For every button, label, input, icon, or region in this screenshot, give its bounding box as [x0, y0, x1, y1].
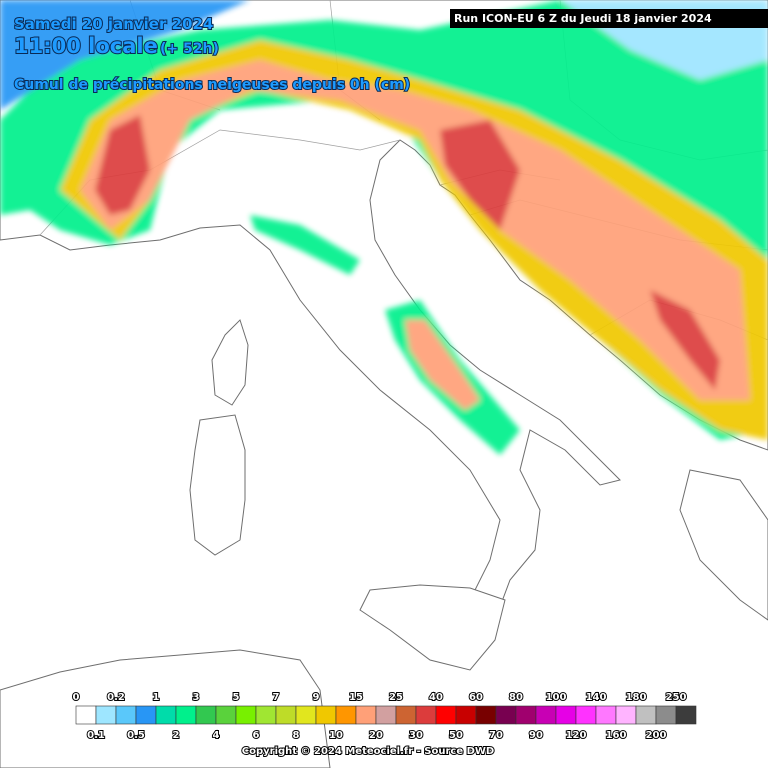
legend-swatch	[255, 705, 277, 725]
legend-swatch	[335, 705, 357, 725]
legend-swatch	[155, 705, 177, 725]
legend-label: 2	[173, 730, 180, 741]
legend: 0 0.1 0.2 0.5 1 2 3 4 5 6 7 8 9 10 15 20 25 30 40 50 60 70 80 9…	[72, 691, 697, 742]
legend-swatch	[135, 705, 157, 725]
legend-label: 3	[193, 692, 200, 703]
legend-label: 0.5	[127, 730, 145, 741]
legend-swatch	[355, 705, 377, 725]
legend-swatch	[235, 705, 257, 725]
sardinia	[189, 414, 246, 556]
legend-label: 60	[469, 692, 483, 703]
corsica	[211, 319, 249, 406]
legend-swatch	[415, 705, 437, 725]
legend-swatch	[635, 705, 657, 725]
forecast-date: Samedi 20 janvier 2024	[14, 15, 213, 33]
lead-time: (+ 52h)	[160, 41, 219, 57]
legend-label: 20	[369, 730, 383, 741]
legend-swatch	[495, 705, 517, 725]
legend-swatch	[315, 705, 337, 725]
legend-label: 6	[253, 730, 260, 741]
legend-swatch	[655, 705, 677, 725]
legend-label: 1	[153, 692, 160, 703]
legend-label: 9	[313, 692, 320, 703]
legend-swatch	[595, 705, 617, 725]
legend-label: 100	[546, 692, 567, 703]
legend-swatch	[95, 705, 117, 725]
legend-swatch	[515, 705, 537, 725]
legend-label: 25	[389, 692, 403, 703]
map-description: Cumul de précipitations neigeuses depuis…	[14, 77, 410, 93]
legend-swatch	[535, 705, 557, 725]
legend-label: 0.2	[107, 692, 125, 703]
legend-swatch	[215, 705, 237, 725]
legend-swatch	[675, 705, 697, 725]
legend-swatch	[555, 705, 577, 725]
run-info: Run ICON-EU 6 Z du Jeudi 18 janvier 2024	[454, 12, 712, 25]
run-banner	[450, 9, 768, 28]
legend-label: 30	[409, 730, 423, 741]
legend-label: 0.1	[87, 730, 105, 741]
legend-label: 70	[489, 730, 503, 741]
legend-label: 15	[349, 692, 363, 703]
legend-label: 0	[73, 692, 80, 703]
legend-swatch	[75, 705, 97, 725]
legend-label: 120	[566, 730, 587, 741]
legend-swatch	[455, 705, 477, 725]
legend-label: 50	[449, 730, 463, 741]
legend-label: 180	[626, 692, 647, 703]
greece	[679, 469, 768, 621]
sicily	[359, 584, 506, 671]
legend-label: 90	[529, 730, 543, 741]
legend-swatch	[115, 705, 137, 725]
legend-swatch	[275, 705, 297, 725]
legend-swatch	[375, 705, 397, 725]
legend-label: 80	[509, 692, 523, 703]
legend-label: 200	[646, 730, 667, 741]
legend-swatch	[175, 705, 197, 725]
snow-shading	[0, 0, 768, 455]
legend-label: 7	[273, 692, 280, 703]
legend-label: 5	[233, 692, 240, 703]
legend-swatch	[395, 705, 417, 725]
legend-label: 160	[606, 730, 627, 741]
legend-label: 140	[586, 692, 607, 703]
legend-swatch	[195, 705, 217, 725]
legend-swatch	[575, 705, 597, 725]
legend-swatch	[435, 705, 457, 725]
copyright: Copyright © 2024 Meteociel.fr - Source D…	[242, 746, 494, 757]
forecast-time: 11:00 locale	[14, 34, 158, 58]
legend-label: 10	[329, 730, 343, 741]
legend-label: 8	[293, 730, 300, 741]
legend-swatch	[475, 705, 497, 725]
legend-label: 40	[429, 692, 443, 703]
legend-label: 4	[213, 730, 220, 741]
legend-swatch	[615, 705, 637, 725]
legend-label: 250	[666, 692, 687, 703]
legend-swatch	[295, 705, 317, 725]
